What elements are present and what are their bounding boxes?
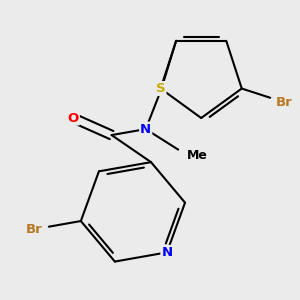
Text: Br: Br: [276, 96, 292, 109]
Text: Br: Br: [26, 223, 42, 236]
Text: N: N: [161, 246, 172, 259]
Text: N: N: [140, 123, 151, 136]
Text: O: O: [68, 112, 79, 124]
Text: Me: Me: [187, 148, 208, 161]
Text: S: S: [156, 82, 165, 95]
